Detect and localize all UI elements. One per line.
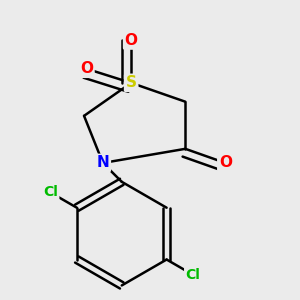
Text: N: N: [97, 155, 109, 170]
Text: O: O: [125, 33, 138, 48]
Text: Cl: Cl: [186, 268, 201, 282]
Text: O: O: [80, 61, 93, 76]
Text: Cl: Cl: [43, 185, 58, 200]
Text: O: O: [219, 155, 232, 170]
Text: S: S: [126, 75, 137, 90]
